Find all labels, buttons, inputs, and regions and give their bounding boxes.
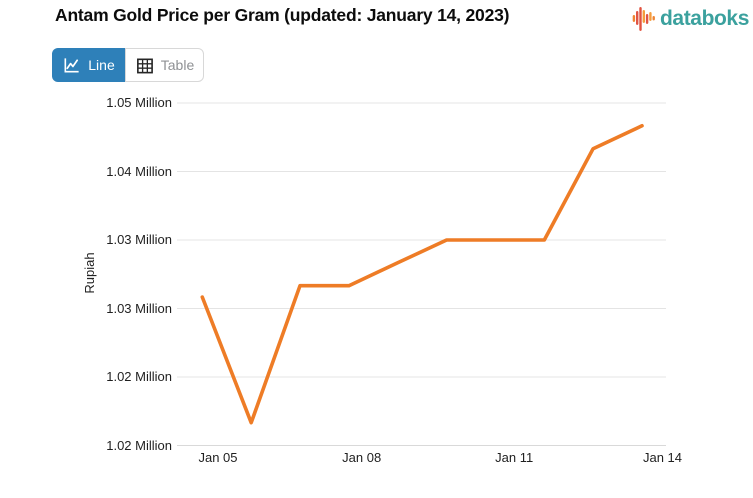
y-tick-label: 1.03 Million (106, 300, 172, 316)
y-tick-label: 1.02 Million (106, 369, 172, 384)
databoks-logo-text: databoks (660, 7, 749, 30)
line-chart-icon (64, 57, 79, 72)
page-title: Antam Gold Price per Gram (updated: Janu… (55, 5, 510, 25)
y-tick-label: 1.03 Million (106, 232, 172, 247)
price-line (200, 124, 644, 425)
line-view-button[interactable]: Line (52, 48, 125, 82)
view-toggle-group: Line Table (52, 48, 204, 82)
table-icon (136, 58, 153, 73)
table-view-button[interactable]: Table (125, 48, 204, 82)
x-tick-label: Jan 14 (642, 450, 683, 465)
line-view-label: Line (88, 57, 115, 73)
y-axis-title: Rupiah (82, 252, 97, 294)
y-tick-label: 1.04 Million (106, 163, 172, 179)
x-tick-label: Jan 11 (495, 450, 534, 465)
x-tick-label: Jan 08 (342, 450, 382, 465)
x-tick-label: Jan 05 (198, 450, 238, 465)
table-view-label: Table (160, 57, 195, 73)
y-tick-label: 1.02 Million (106, 437, 172, 453)
y-tick-label: 1.05 Million (106, 95, 172, 110)
gridlines (177, 102, 666, 446)
databoks-logo[interactable]: databoks (632, 6, 749, 32)
databoks-logo-icon (632, 7, 655, 31)
